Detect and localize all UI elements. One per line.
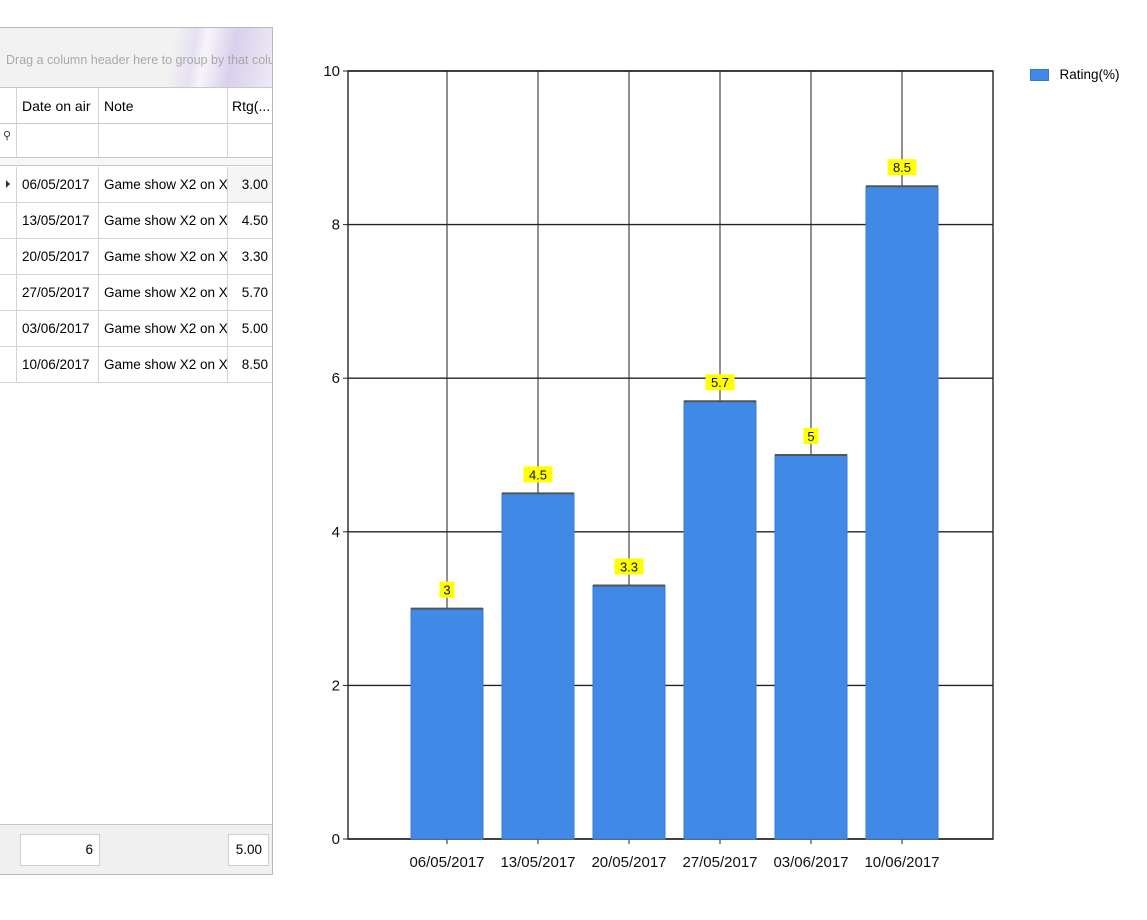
grid-header-row: Date on air Note Rtg(... [0, 88, 272, 124]
current-row-arrow-icon [6, 180, 10, 188]
x-tick-label: 20/05/2017 [591, 854, 666, 871]
cell-rating[interactable]: 3.30 [241, 249, 268, 264]
filter-cell-date[interactable] [17, 124, 99, 157]
row-indicator-cell[interactable] [0, 275, 17, 310]
chart-legend: Rating(%) [1030, 66, 1119, 82]
y-tick-label: 8 [332, 217, 340, 234]
table-row[interactable]: 03/06/2017 Game show X2 on X... 5.00 [0, 311, 272, 347]
cell-rating[interactable]: 8.50 [241, 357, 268, 372]
y-tick-label: 6 [332, 370, 340, 387]
data-label: 3.3 [620, 560, 638, 575]
x-tick-label: 10/06/2017 [864, 854, 939, 871]
data-label: 5.7 [711, 375, 729, 390]
table-row[interactable]: 13/05/2017 Game show X2 on X... 4.50 [0, 203, 272, 239]
filter-cell-note[interactable] [99, 124, 228, 157]
y-tick-label: 4 [332, 524, 340, 541]
cell-note[interactable]: Game show X2 on X... [99, 167, 228, 202]
header-indicator-cell [0, 88, 17, 123]
x-tick-label: 27/05/2017 [682, 854, 757, 871]
data-grid[interactable]: Drag a column header here to group by th… [0, 27, 273, 875]
bar [410, 608, 484, 840]
grid-separator [0, 158, 272, 166]
cell-note[interactable]: Game show X2 on X... [99, 203, 228, 238]
cell-date[interactable]: 27/05/2017 [17, 275, 99, 310]
column-header-note[interactable]: Note [99, 88, 228, 123]
cell-date[interactable]: 20/05/2017 [17, 239, 99, 274]
auto-filter-row: ⚲ [0, 124, 272, 158]
legend-swatch [1030, 68, 1049, 81]
cell-note[interactable]: Game show X2 on X... [99, 347, 228, 382]
data-label: 8.5 [893, 160, 911, 175]
data-label-background [887, 159, 917, 176]
table-row[interactable]: 27/05/2017 Game show X2 on X... 5.70 [0, 275, 272, 311]
footer-rating-average: 5.00 [228, 834, 269, 866]
cell-note[interactable]: Game show X2 on X... [99, 311, 228, 346]
bar [683, 400, 757, 840]
cell-date[interactable]: 10/06/2017 [17, 347, 99, 382]
rating-bar-chart: 0 2 4 6 8 10 3 06/05/2017 4.5 13/05/2017 3.3 20/05/… [323, 63, 994, 871]
bar [774, 454, 848, 840]
cell-rating[interactable]: 4.50 [241, 213, 268, 228]
grid-footer: 6 5.00 [0, 824, 272, 874]
data-label-background [523, 466, 553, 483]
footer-row-count: 6 [20, 834, 100, 866]
grid-rows: 06/05/2017 Game show X2 on X... 3.00 13/… [0, 167, 272, 383]
cell-rating[interactable]: 5.00 [241, 321, 268, 336]
filter-cell-rating[interactable] [228, 124, 272, 157]
data-label-background [803, 428, 819, 444]
y-tick-label: 0 [332, 831, 340, 848]
data-label: 5 [807, 429, 814, 444]
x-tick-label: 03/06/2017 [773, 854, 848, 871]
row-indicator-cell[interactable] [0, 167, 17, 202]
table-row[interactable]: 06/05/2017 Game show X2 on X... 3.00 [0, 167, 272, 203]
data-label: 4.5 [529, 467, 547, 482]
cell-note[interactable]: Game show X2 on X... [99, 239, 228, 274]
row-indicator-cell[interactable] [0, 239, 17, 274]
group-by-panel[interactable]: Drag a column header here to group by th… [0, 28, 272, 88]
filter-indicator-cell: ⚲ [0, 124, 17, 157]
cell-date[interactable]: 06/05/2017 [17, 167, 99, 202]
table-row[interactable]: 10/06/2017 Game show X2 on X... 8.50 [0, 347, 272, 383]
data-label-background [614, 558, 644, 575]
bar [865, 185, 939, 840]
y-tick-label: 10 [323, 63, 340, 80]
cell-rating[interactable]: 3.00 [228, 167, 272, 202]
row-indicator-cell[interactable] [0, 347, 17, 382]
row-indicator-cell[interactable] [0, 311, 17, 346]
column-header-rating[interactable]: Rtg(... [232, 98, 271, 114]
data-label: 3 [443, 583, 450, 598]
x-tick-label: 06/05/2017 [409, 854, 484, 871]
column-header-date-on-air[interactable]: Date on air [17, 88, 99, 123]
legend-label: Rating(%) [1059, 67, 1120, 83]
cell-date[interactable]: 03/06/2017 [17, 311, 99, 346]
cell-note[interactable]: Game show X2 on X... [99, 275, 228, 310]
table-row[interactable]: 20/05/2017 Game show X2 on X... 3.30 [0, 239, 272, 275]
cell-date[interactable]: 13/05/2017 [17, 203, 99, 238]
bar [592, 585, 666, 840]
data-label-background [705, 374, 735, 391]
x-tick-label: 13/05/2017 [500, 854, 575, 871]
y-tick-label: 2 [332, 677, 340, 694]
row-indicator-cell[interactable] [0, 203, 17, 238]
group-by-hint: Drag a column header here to group by th… [6, 53, 273, 67]
bar [501, 492, 575, 840]
data-label-background [439, 581, 455, 598]
pin-icon: ⚲ [3, 130, 12, 142]
cell-rating[interactable]: 5.70 [241, 285, 268, 300]
